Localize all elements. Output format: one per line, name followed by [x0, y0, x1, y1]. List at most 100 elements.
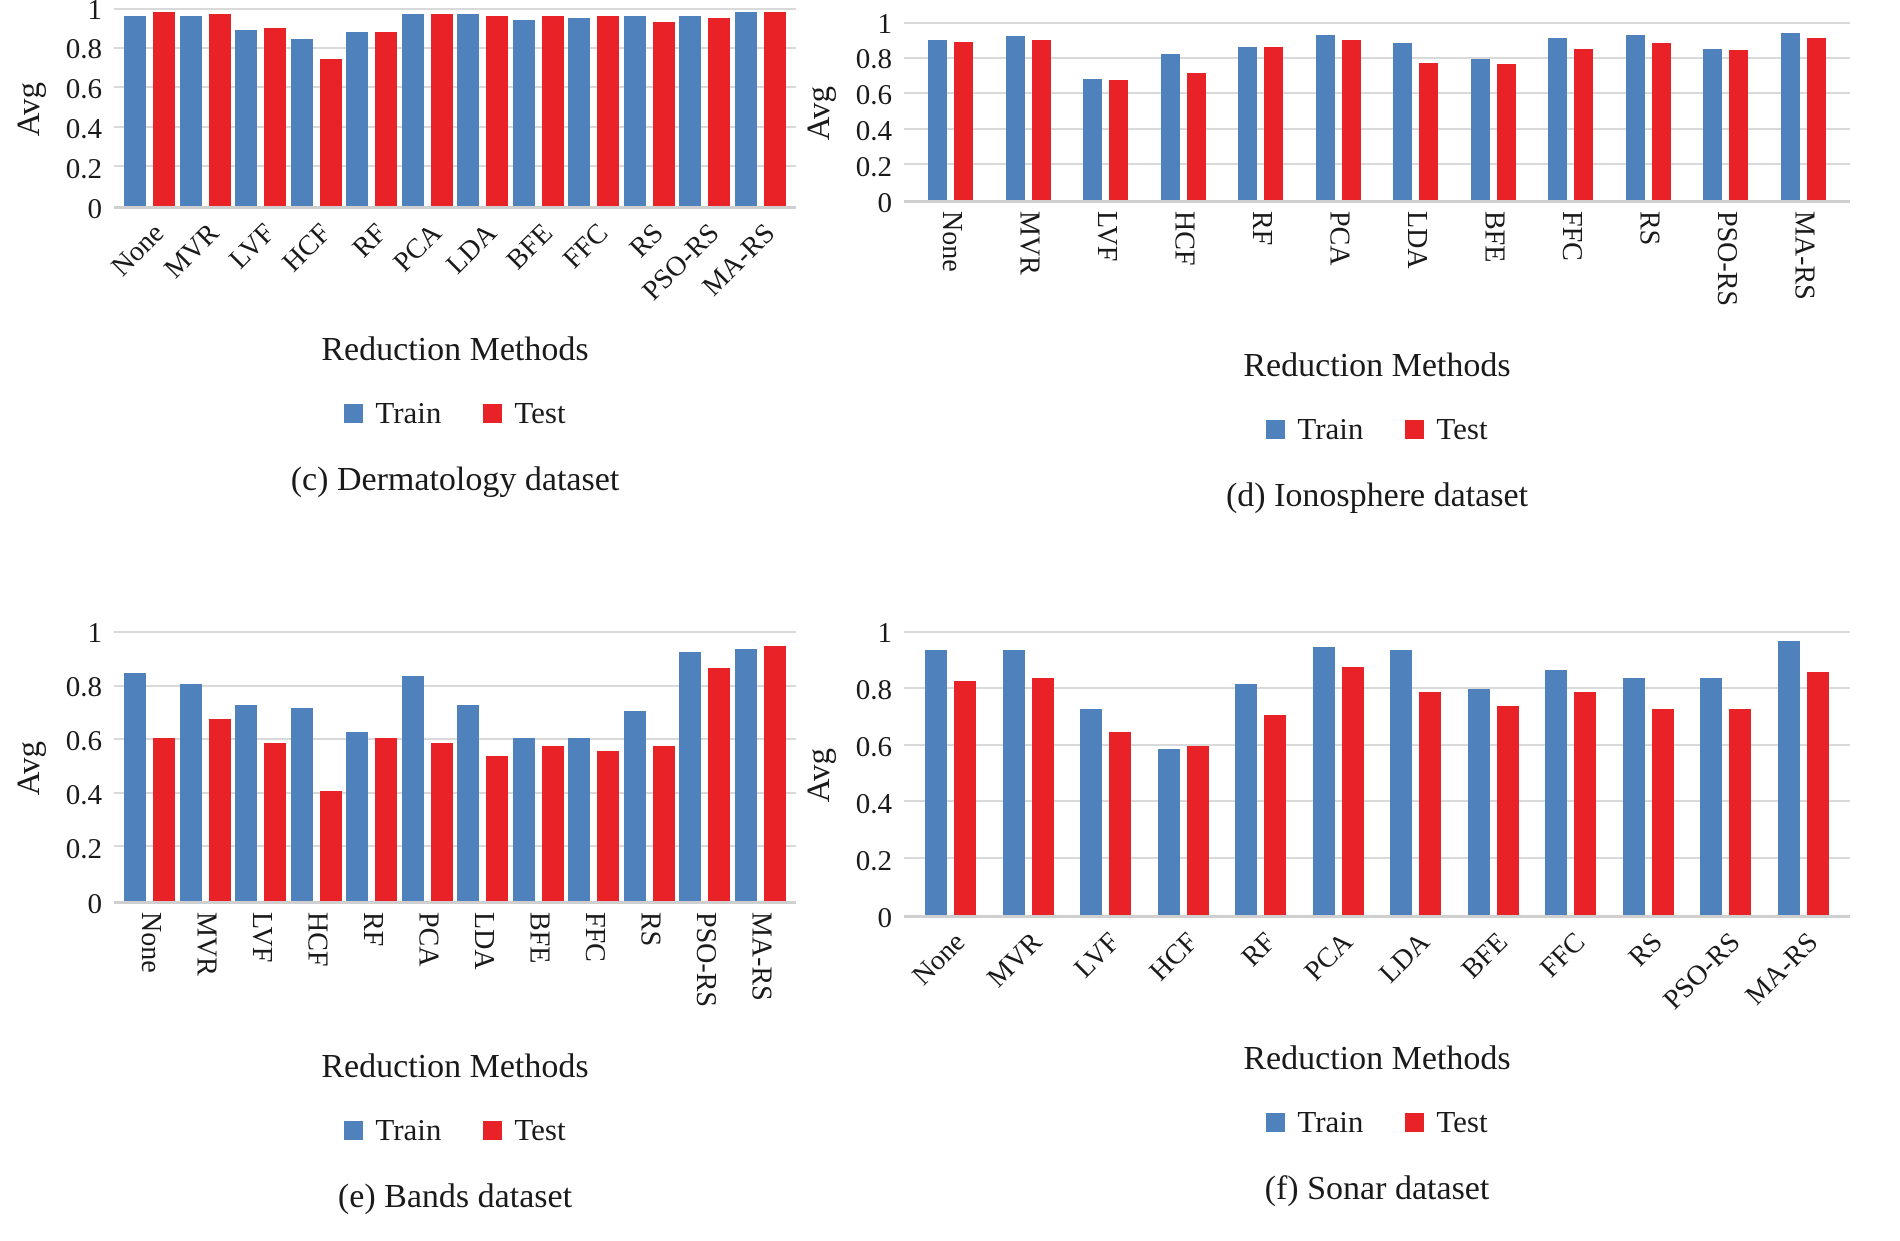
x-tick-label: PSO-RS	[1710, 211, 1742, 306]
bar-group	[1780, 24, 1826, 200]
test-bar	[1419, 62, 1439, 200]
x-tick-label: PCA	[412, 912, 444, 967]
train-bar	[290, 708, 313, 901]
gridline	[904, 743, 1850, 746]
x-tick-label: FFC	[1555, 211, 1587, 261]
train-bar	[1315, 34, 1335, 200]
train-bar	[401, 675, 424, 901]
legend: Train Test	[904, 411, 1850, 447]
test-legend-label: Test	[1436, 1104, 1488, 1139]
train-bar	[457, 705, 480, 901]
train-bar	[1470, 59, 1490, 200]
test-bar	[954, 680, 977, 915]
bar-group	[1157, 633, 1209, 915]
bar-group	[512, 633, 564, 901]
test-bar	[652, 21, 675, 206]
y-tick-label: 0.6	[65, 73, 102, 106]
train-bar	[512, 737, 535, 901]
y-tick-label: 1	[877, 7, 893, 40]
train-legend-swatch-icon	[1266, 1112, 1286, 1132]
x-tick: RF	[344, 209, 400, 329]
x-tick-label: PCA	[1298, 926, 1359, 988]
train-bar	[1080, 709, 1103, 915]
train-legend-label: Train	[375, 1112, 442, 1147]
x-axis-title: Reduction Methods	[321, 1048, 589, 1085]
x-tick: LDA	[441, 209, 511, 329]
test-bar	[1651, 43, 1671, 200]
x-tick: HCF	[276, 209, 345, 329]
x-axis-labels: None MVR LVF HCF RF PCA LDA BFE FFC RS PSO-RS MA-RS	[904, 918, 1850, 1038]
x-tick-label: PCA	[1323, 211, 1355, 266]
bar-group	[290, 10, 342, 206]
y-tick-label: 0.2	[65, 152, 102, 185]
x-tick: HCF	[1143, 918, 1223, 1038]
test-bar	[541, 745, 564, 901]
x-tick-label: None	[906, 926, 972, 992]
x-tick-label: MVR	[981, 926, 1049, 994]
chart-body: Avg 1 0.8 0.6 0.4 0.2 0 None MVR LVF HCF RF PCA LDA…	[796, 618, 1850, 1208]
train-legend-swatch-icon	[344, 403, 364, 423]
x-tick-label: RS	[1622, 926, 1669, 973]
test-bar	[208, 13, 231, 206]
train-bar	[928, 39, 948, 200]
gridline	[114, 845, 796, 848]
bars-layer	[904, 633, 1850, 915]
plot-area	[114, 631, 796, 904]
x-tick: LVF	[233, 904, 289, 1046]
plot-area	[904, 631, 1850, 918]
train-bar	[1700, 678, 1723, 915]
test-bar	[1031, 678, 1054, 915]
y-axis-title-wrap: Avg	[6, 10, 52, 209]
x-tick-label: LVF	[245, 912, 277, 963]
x-tick: LVF	[1067, 203, 1145, 345]
test-bar	[375, 31, 398, 206]
test-bar	[708, 17, 731, 206]
y-tick-label: 0	[877, 901, 893, 934]
x-tick-label: BFE	[500, 217, 559, 276]
train-bar	[1002, 649, 1025, 915]
x-tick: BFE	[1455, 918, 1533, 1038]
legend: Train Test	[904, 1104, 1850, 1140]
train-bar	[1780, 32, 1800, 200]
gridline	[114, 8, 796, 10]
bar-group	[457, 10, 509, 206]
train-bar	[346, 31, 369, 206]
y-tick-label: 0	[87, 192, 103, 225]
test-bar	[954, 41, 974, 200]
test-bar	[1264, 714, 1287, 915]
train-bar	[679, 15, 702, 206]
x-tick-label: FFC	[1534, 926, 1592, 984]
x-tick-label: MA-RS	[1788, 211, 1820, 300]
y-axis-title: Avg	[10, 741, 47, 796]
bar-group	[179, 633, 231, 901]
y-tick-label: 0.6	[65, 724, 102, 757]
plot-area	[904, 22, 1850, 203]
gridline	[904, 162, 1850, 165]
train-bar	[679, 651, 702, 901]
gridline	[114, 164, 796, 167]
x-tick: FFC	[557, 209, 622, 329]
y-tick-label: 0.6	[855, 79, 892, 112]
gridline	[904, 800, 1850, 803]
bars-layer	[114, 10, 796, 206]
bar-group	[1002, 633, 1054, 915]
train-bar	[179, 15, 202, 206]
gridline	[114, 738, 796, 741]
train-bar	[1235, 683, 1258, 915]
y-tick-label: 0.8	[855, 673, 892, 706]
train-bar	[124, 673, 147, 901]
train-bar	[1548, 38, 1568, 200]
test-bar	[430, 13, 453, 206]
bar-group	[1777, 633, 1829, 915]
y-axis-title: Avg	[800, 86, 837, 141]
y-tick-label: 0.4	[855, 114, 892, 147]
x-tick: FFC	[1532, 203, 1610, 345]
bar-group	[623, 10, 675, 206]
train-bar	[457, 13, 480, 206]
test-bar	[1186, 745, 1209, 915]
chart-caption: (d) Ionosphere dataset	[1225, 477, 1529, 514]
test-bar	[541, 15, 564, 206]
test-bar	[1806, 672, 1829, 915]
train-bar	[1622, 678, 1645, 915]
train-legend-swatch-icon	[344, 1120, 364, 1140]
